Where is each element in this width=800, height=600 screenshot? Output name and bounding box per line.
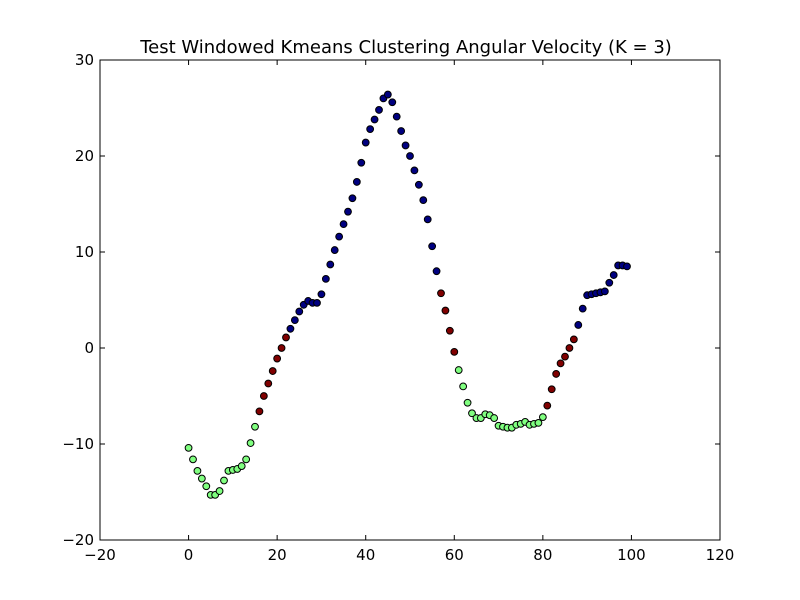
data-point [445,326,454,335]
x-tick-label: 60 [445,546,464,564]
x-tick-label: 120 [706,546,735,564]
data-point [202,482,211,491]
data-point [428,242,437,251]
data-point [490,414,499,422]
x-tick-label: 40 [356,546,375,564]
data-point [565,344,574,352]
y-tick-label: 0 [84,339,94,357]
data-point [313,298,321,307]
data-point [406,152,414,160]
data-point [419,196,428,205]
data-point [246,439,255,447]
data-point [375,106,383,114]
data-point [605,278,614,287]
data-point [454,366,463,374]
data-point [335,232,344,241]
data-point [547,385,556,394]
data-point [569,335,578,344]
data-point [273,354,282,363]
data-point [459,382,468,391]
data-point [242,455,251,464]
data-point [410,166,419,175]
data-point [317,290,326,299]
data-point [282,333,290,342]
data-point [552,370,561,378]
data-point [295,307,304,316]
data-point [450,347,459,356]
y-tick-label: −10 [62,435,94,453]
data-point [441,306,450,315]
x-tick-label: −20 [84,546,116,564]
data-point [321,274,330,283]
data-point [255,407,264,416]
data-point [259,392,268,400]
axis-ticks: −20 0 20 40 60 80 100 120 −20 −10 0 10 20 30 [62,51,734,564]
data-point [370,115,379,124]
x-tick-label: 80 [533,546,552,564]
data-point [184,443,193,452]
data-point [348,194,357,203]
data-point [463,398,472,407]
data-point [326,260,335,269]
data-point [268,367,277,375]
x-tick-label: 100 [617,546,646,564]
data-point [290,316,299,325]
data-point [561,352,569,361]
data-point [366,125,375,134]
chart-title: Test Windowed Kmeans Clustering Angular … [139,37,672,58]
data-point [578,304,587,313]
data-point [534,418,543,427]
data-point [538,413,547,422]
data-point [215,487,224,495]
x-tick-label: 0 [184,546,194,564]
data-point [193,466,202,475]
x-tick-label: 20 [268,546,287,564]
data-point [197,474,206,483]
data-point [388,98,397,107]
data-point [600,287,609,296]
data-point [401,141,410,150]
data-point [556,359,565,368]
data-point [397,127,406,135]
data-point [339,220,348,229]
data-point [623,262,631,271]
data-point [414,180,423,189]
data-point [609,271,618,279]
data-point [468,409,476,418]
data-point [189,455,197,464]
data-point [237,462,246,470]
data-point [286,324,295,333]
y-tick-label: 20 [75,147,94,165]
data-point [352,178,361,186]
data-point [543,401,552,410]
data-point [277,344,286,352]
data-point [361,138,370,147]
data-point [220,476,228,485]
data-point [423,215,432,224]
data-point [251,422,259,431]
data-points [184,90,631,499]
plot-area [99,59,721,541]
data-point [432,267,441,276]
data-point [574,321,583,329]
data-point [437,289,445,298]
data-point [330,246,339,254]
data-point [344,207,352,216]
data-point [392,112,401,121]
data-point [264,379,273,388]
data-point [383,90,392,99]
data-point [357,158,366,167]
y-tick-label: 10 [75,243,94,261]
y-tick-label: −20 [62,531,94,549]
y-tick-label: 30 [75,51,94,69]
